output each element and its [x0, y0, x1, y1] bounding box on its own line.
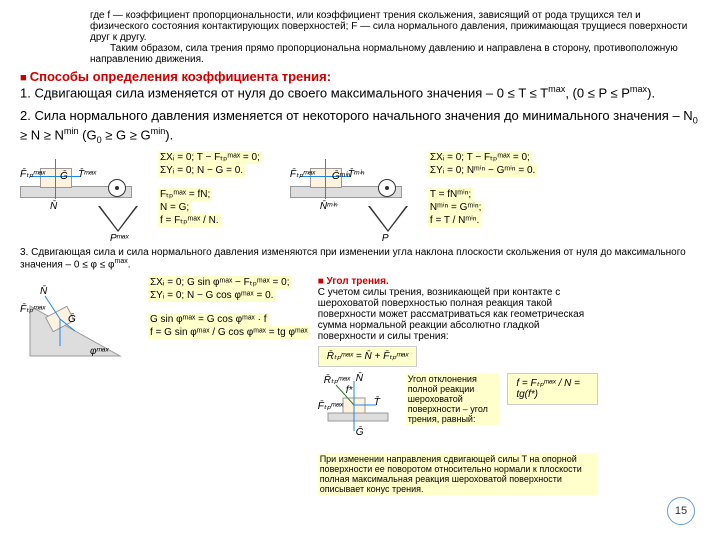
bullet: ■	[20, 72, 27, 84]
formulas3: ΣXᵢ = 0; G sin φᵐᵃˣ − Fₜₚᵐᵃˣ = 0; ΣYᵢ = …	[148, 276, 310, 339]
intro-para: где f — коэффициент пропорциональности, …	[90, 10, 700, 65]
diagram1: F̄ₜₚᵐᵃˣ T̄ᵐᵃˣ Ḡ N̄ Pᵐᵃˣ	[20, 151, 150, 241]
angle-diagram: F̄ₜₚᵐᵃˣ N̄ R̄ₜₚᵐᵃˣ T̄ Ḡ f*	[318, 373, 398, 443]
incline-diagram: F̄ₜₚᵐᵃˣ N̄ Ḡ φᵐᵃˣ	[20, 276, 140, 376]
point2: 2. Сила нормального давления изменяется …	[20, 108, 700, 145]
diagram-row: F̄ₜₚᵐᵃˣ T̄ᵐᵃˣ Ḡ N̄ Pᵐᵃˣ ΣXᵢ = 0; T − Fₜₚ…	[20, 151, 700, 241]
diagram2: F̄ₜₚᵐᵃˣ T̄ᵐⁱⁿ Ḡᵐⁱⁿ N̄ᵐⁱⁿ P	[290, 151, 420, 241]
angle-section: ■ Угол трения. С учетом силы трения, воз…	[318, 276, 598, 495]
intro-line2: Таким образом, сила трения прямо пропорц…	[90, 43, 678, 65]
formulas1: ΣXᵢ = 0; T − Fₜₚᵐᵃˣ = 0; ΣYᵢ = 0; N − G …	[158, 151, 262, 227]
heading1: Способы определения коэффициента трения:	[30, 69, 331, 84]
heading-row: ■ Способы определения коэффициента трени…	[20, 69, 700, 84]
page-number: 15	[667, 497, 695, 525]
point1: 1. Сдвигающая сила изменяется от нуля до…	[20, 84, 700, 100]
formulas2: ΣXᵢ = 0; T − Fₜₚᵐᵃˣ = 0; ΣYᵢ = 0; Nᵐⁱⁿ −…	[428, 151, 537, 227]
point3: 3. Сдвигающая сила и сила нормального да…	[20, 247, 700, 270]
bottom-row: F̄ₜₚᵐᵃˣ N̄ Ḡ φᵐᵃˣ ΣXᵢ = 0; G sin φᵐᵃˣ − …	[20, 276, 700, 495]
intro-line1: где f — коэффициент пропорциональности, …	[90, 10, 687, 43]
